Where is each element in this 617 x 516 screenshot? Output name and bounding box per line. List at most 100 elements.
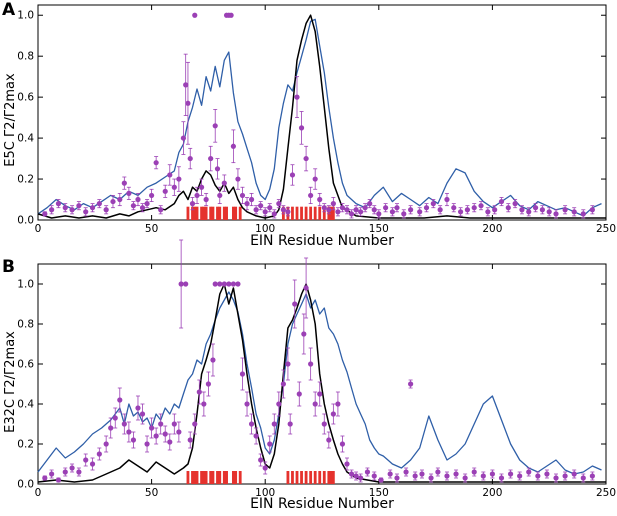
- residue-marker: [225, 206, 228, 220]
- data-point: [171, 421, 177, 427]
- x-tick-label: 50: [145, 487, 158, 499]
- data-point: [430, 201, 436, 207]
- data-point: [321, 421, 327, 427]
- data-point: [289, 172, 296, 178]
- data-point: [412, 473, 418, 479]
- data-point: [55, 201, 62, 207]
- data-point: [235, 281, 241, 287]
- data-point: [176, 176, 182, 182]
- data-point: [121, 180, 127, 186]
- data-point: [244, 401, 250, 407]
- residue-marker: [234, 206, 238, 220]
- data-point: [198, 184, 205, 190]
- data-point: [364, 469, 371, 475]
- data-point: [126, 429, 132, 435]
- data-point: [526, 469, 532, 475]
- residue-marker: [211, 471, 215, 484]
- residue-marker: [218, 471, 222, 484]
- data-point: [83, 209, 89, 215]
- data-point: [187, 155, 193, 162]
- residue-marker: [322, 206, 326, 220]
- panel-b-plot-frame: [37, 263, 607, 485]
- residue-marker: [309, 471, 313, 484]
- data-point: [451, 205, 457, 211]
- data-point: [221, 180, 227, 186]
- data-point: [571, 209, 577, 215]
- data-point: [214, 166, 221, 172]
- data-point: [212, 281, 218, 287]
- data-point: [62, 469, 68, 475]
- data-point: [435, 469, 441, 475]
- residue-marker: [216, 206, 219, 220]
- data-point: [535, 473, 541, 479]
- data-point: [167, 439, 173, 445]
- residue-marker: [209, 206, 213, 220]
- residue-marker: [195, 206, 199, 220]
- data-point: [96, 451, 102, 457]
- residue-marker: [204, 471, 208, 484]
- y-tick-label: 0.0: [17, 479, 34, 491]
- data-point: [205, 381, 211, 387]
- x-tick-label: 0: [35, 487, 42, 499]
- panel-b-series-blue-line: [37, 291, 602, 475]
- data-point: [589, 473, 595, 479]
- data-point: [539, 207, 545, 213]
- data-point: [117, 196, 123, 203]
- panel-b-y-axis-label: E32C Γ2/Γ2max: [3, 331, 18, 433]
- residue-marker: [225, 471, 228, 484]
- data-point: [201, 401, 207, 407]
- y-tick-label: 0.2: [17, 174, 34, 186]
- data-point: [480, 473, 486, 479]
- data-point: [248, 421, 255, 427]
- data-point: [344, 207, 350, 213]
- residue-marker: [204, 206, 208, 220]
- x-tick-label: 200: [482, 223, 502, 235]
- residue-marker: [313, 206, 317, 220]
- x-tick-label: 50: [145, 223, 158, 235]
- residue-marker: [200, 206, 203, 220]
- data-point: [167, 172, 173, 178]
- data-point: [226, 281, 232, 287]
- data-point: [96, 201, 102, 207]
- x-tick-label: 250: [596, 487, 616, 499]
- data-point: [276, 201, 282, 207]
- panel-b: B EIN Residue Number E32C Γ2/Γ2max 0 50 10…: [2, 239, 616, 512]
- data-point: [49, 471, 55, 477]
- data-point: [126, 190, 132, 196]
- data-point: [321, 205, 327, 211]
- data-point: [296, 391, 302, 397]
- panel-a-label: A: [2, 0, 16, 20]
- data-point: [444, 196, 450, 203]
- data-point: [485, 209, 491, 215]
- data-point: [544, 471, 550, 477]
- y-tick-label: 0.0: [17, 215, 34, 227]
- data-point: [589, 207, 595, 213]
- data-point: [562, 473, 568, 479]
- data-point: [108, 425, 114, 431]
- data-point: [298, 125, 305, 131]
- x-tick-label: 150: [369, 223, 389, 235]
- x-tick-label: 100: [255, 487, 275, 499]
- data-point: [301, 331, 307, 337]
- data-point: [187, 437, 193, 443]
- data-point: [394, 205, 400, 211]
- data-point: [239, 371, 246, 377]
- data-point: [258, 203, 264, 209]
- data-point: [553, 211, 559, 217]
- residue-marker: [318, 206, 322, 220]
- data-point: [194, 192, 200, 199]
- data-point: [267, 441, 273, 447]
- residue-marker: [295, 206, 299, 220]
- y-tick-label: 0.8: [17, 319, 34, 331]
- data-point: [110, 198, 116, 205]
- data-point: [248, 196, 255, 203]
- data-point: [444, 473, 450, 479]
- data-point: [262, 465, 268, 471]
- residue-marker: [286, 471, 290, 484]
- data-point: [276, 401, 282, 407]
- data-point: [553, 475, 559, 481]
- residue-marker: [195, 471, 199, 484]
- data-point: [394, 475, 400, 481]
- panel-a-plot-frame: [37, 4, 607, 221]
- data-point: [230, 281, 236, 287]
